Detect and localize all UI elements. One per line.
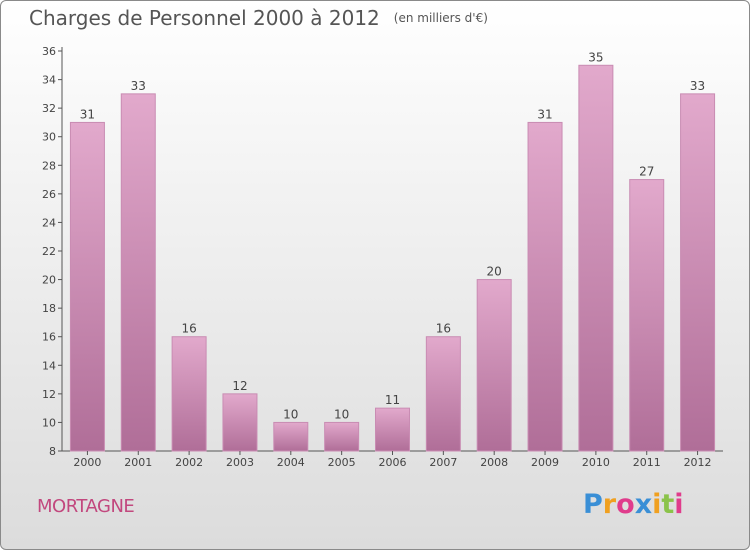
chart-title: Charges de Personnel 2000 à 2012 (en mill… bbox=[29, 6, 488, 30]
logo-letter: P bbox=[583, 489, 603, 520]
proxiti-logo: Proxiti bbox=[583, 489, 684, 520]
x-tick-label: 2001 bbox=[124, 456, 152, 469]
data-label: 31 bbox=[537, 107, 552, 121]
logo-letter: i bbox=[652, 489, 662, 520]
y-tick-label: 22 bbox=[42, 245, 56, 258]
y-tick-label: 28 bbox=[42, 159, 56, 172]
bar bbox=[171, 336, 207, 452]
y-tick-label: 34 bbox=[42, 74, 56, 87]
y-tick-label: 26 bbox=[42, 188, 56, 201]
x-tick-label: 2005 bbox=[328, 456, 356, 469]
y-tick-label: 36 bbox=[42, 45, 56, 58]
y-tick-label: 32 bbox=[42, 102, 56, 115]
bar bbox=[629, 179, 665, 452]
bar bbox=[425, 336, 461, 452]
y-tick-label: 8 bbox=[49, 445, 56, 458]
data-label: 20 bbox=[487, 265, 502, 279]
bar bbox=[222, 393, 258, 452]
y-tick-label: 10 bbox=[42, 416, 56, 429]
bar bbox=[375, 407, 410, 452]
x-tick-label: 2004 bbox=[277, 456, 305, 469]
x-tick-label: 2011 bbox=[633, 456, 661, 469]
data-label: 27 bbox=[639, 165, 654, 179]
x-tick-label: 2012 bbox=[684, 456, 712, 469]
data-label: 33 bbox=[690, 79, 705, 93]
chart-subtitle: (en milliers d'€) bbox=[393, 11, 488, 25]
x-tick-label: 2007 bbox=[429, 456, 457, 469]
data-label: 10 bbox=[334, 407, 349, 421]
bar bbox=[527, 121, 563, 452]
town-name: MORTAGNE bbox=[37, 496, 135, 517]
data-label: 16 bbox=[181, 322, 196, 336]
bar bbox=[69, 121, 105, 452]
y-tick-label: 14 bbox=[42, 359, 56, 372]
x-tick-label: 2000 bbox=[73, 456, 101, 469]
bar bbox=[680, 93, 716, 452]
data-label: 12 bbox=[232, 379, 247, 393]
x-tick-label: 2009 bbox=[531, 456, 559, 469]
x-tick-label: 2002 bbox=[175, 456, 203, 469]
data-label: 31 bbox=[80, 107, 95, 121]
logo-letter: x bbox=[634, 489, 653, 520]
y-tick-label: 12 bbox=[42, 388, 56, 401]
y-tick-label: 18 bbox=[42, 302, 56, 315]
bar bbox=[324, 421, 360, 452]
y-tick-label: 30 bbox=[42, 131, 56, 144]
data-label: 33 bbox=[131, 79, 146, 93]
data-label: 11 bbox=[385, 393, 400, 407]
bar bbox=[120, 93, 156, 452]
title-text: Charges de Personnel 2000 à 2012 bbox=[29, 6, 380, 30]
y-tick-label: 20 bbox=[42, 274, 56, 287]
x-tick-label: 2008 bbox=[480, 456, 508, 469]
y-tick-label: 16 bbox=[42, 331, 56, 344]
y-tick-label: 24 bbox=[42, 216, 56, 229]
logo-letter: r bbox=[602, 489, 617, 520]
bar bbox=[578, 64, 614, 452]
data-label: 16 bbox=[436, 322, 451, 336]
data-label: 35 bbox=[588, 50, 603, 64]
bar bbox=[476, 279, 512, 452]
bar bbox=[273, 421, 309, 452]
logo-letter: t bbox=[661, 489, 675, 520]
logo-letter: o bbox=[616, 489, 635, 520]
logo-letter: i bbox=[674, 489, 684, 520]
data-label: 10 bbox=[283, 407, 298, 421]
x-tick-label: 2006 bbox=[379, 456, 407, 469]
x-tick-label: 2003 bbox=[226, 456, 254, 469]
x-tick-label: 2010 bbox=[582, 456, 610, 469]
